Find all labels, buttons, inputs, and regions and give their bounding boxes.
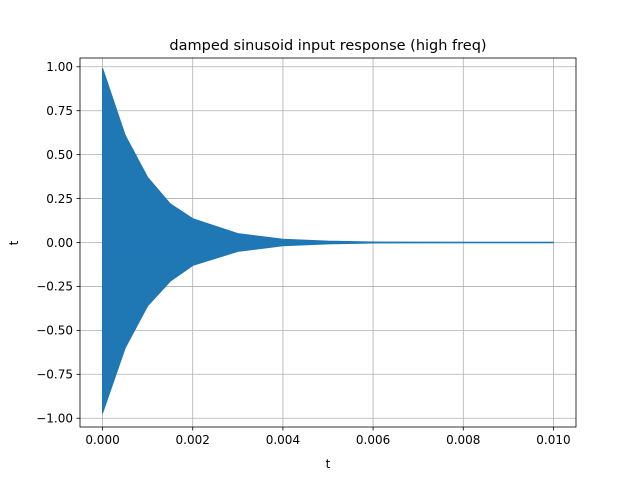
y-tick-label: 0.75 — [46, 104, 73, 118]
y-axis-label: t — [7, 240, 21, 245]
y-tick-label: 0.25 — [46, 192, 73, 206]
y-axis-ticks: −1.00 −0.75 −0.50 −0.25 0.00 0.25 0.50 0.75 1.00 — [36, 60, 80, 426]
y-tick-label: 0.50 — [46, 148, 73, 162]
series-layer — [101, 67, 555, 414]
y-tick-label: −0.50 — [36, 324, 73, 338]
x-tick-label: 0.004 — [266, 433, 300, 447]
y-tick-label: 0.00 — [46, 236, 73, 250]
x-tick-label: 0.002 — [176, 433, 210, 447]
x-tick-label: 0.010 — [536, 433, 570, 447]
y-tick-label: −0.25 — [36, 280, 73, 294]
y-tick-label: −1.00 — [36, 412, 73, 426]
x-tick-label: 0.000 — [85, 433, 119, 447]
y-tick-label: −0.75 — [36, 368, 73, 382]
y-tick-label: 1.00 — [46, 60, 73, 74]
chart-title: damped sinusoid input response (high fre… — [169, 38, 486, 54]
x-tick-label: 0.008 — [446, 433, 480, 447]
x-axis-ticks: 0.000 0.002 0.004 0.006 0.008 0.010 — [85, 427, 571, 447]
x-axis-label: t — [326, 457, 331, 471]
x-tick-label: 0.006 — [356, 433, 390, 447]
